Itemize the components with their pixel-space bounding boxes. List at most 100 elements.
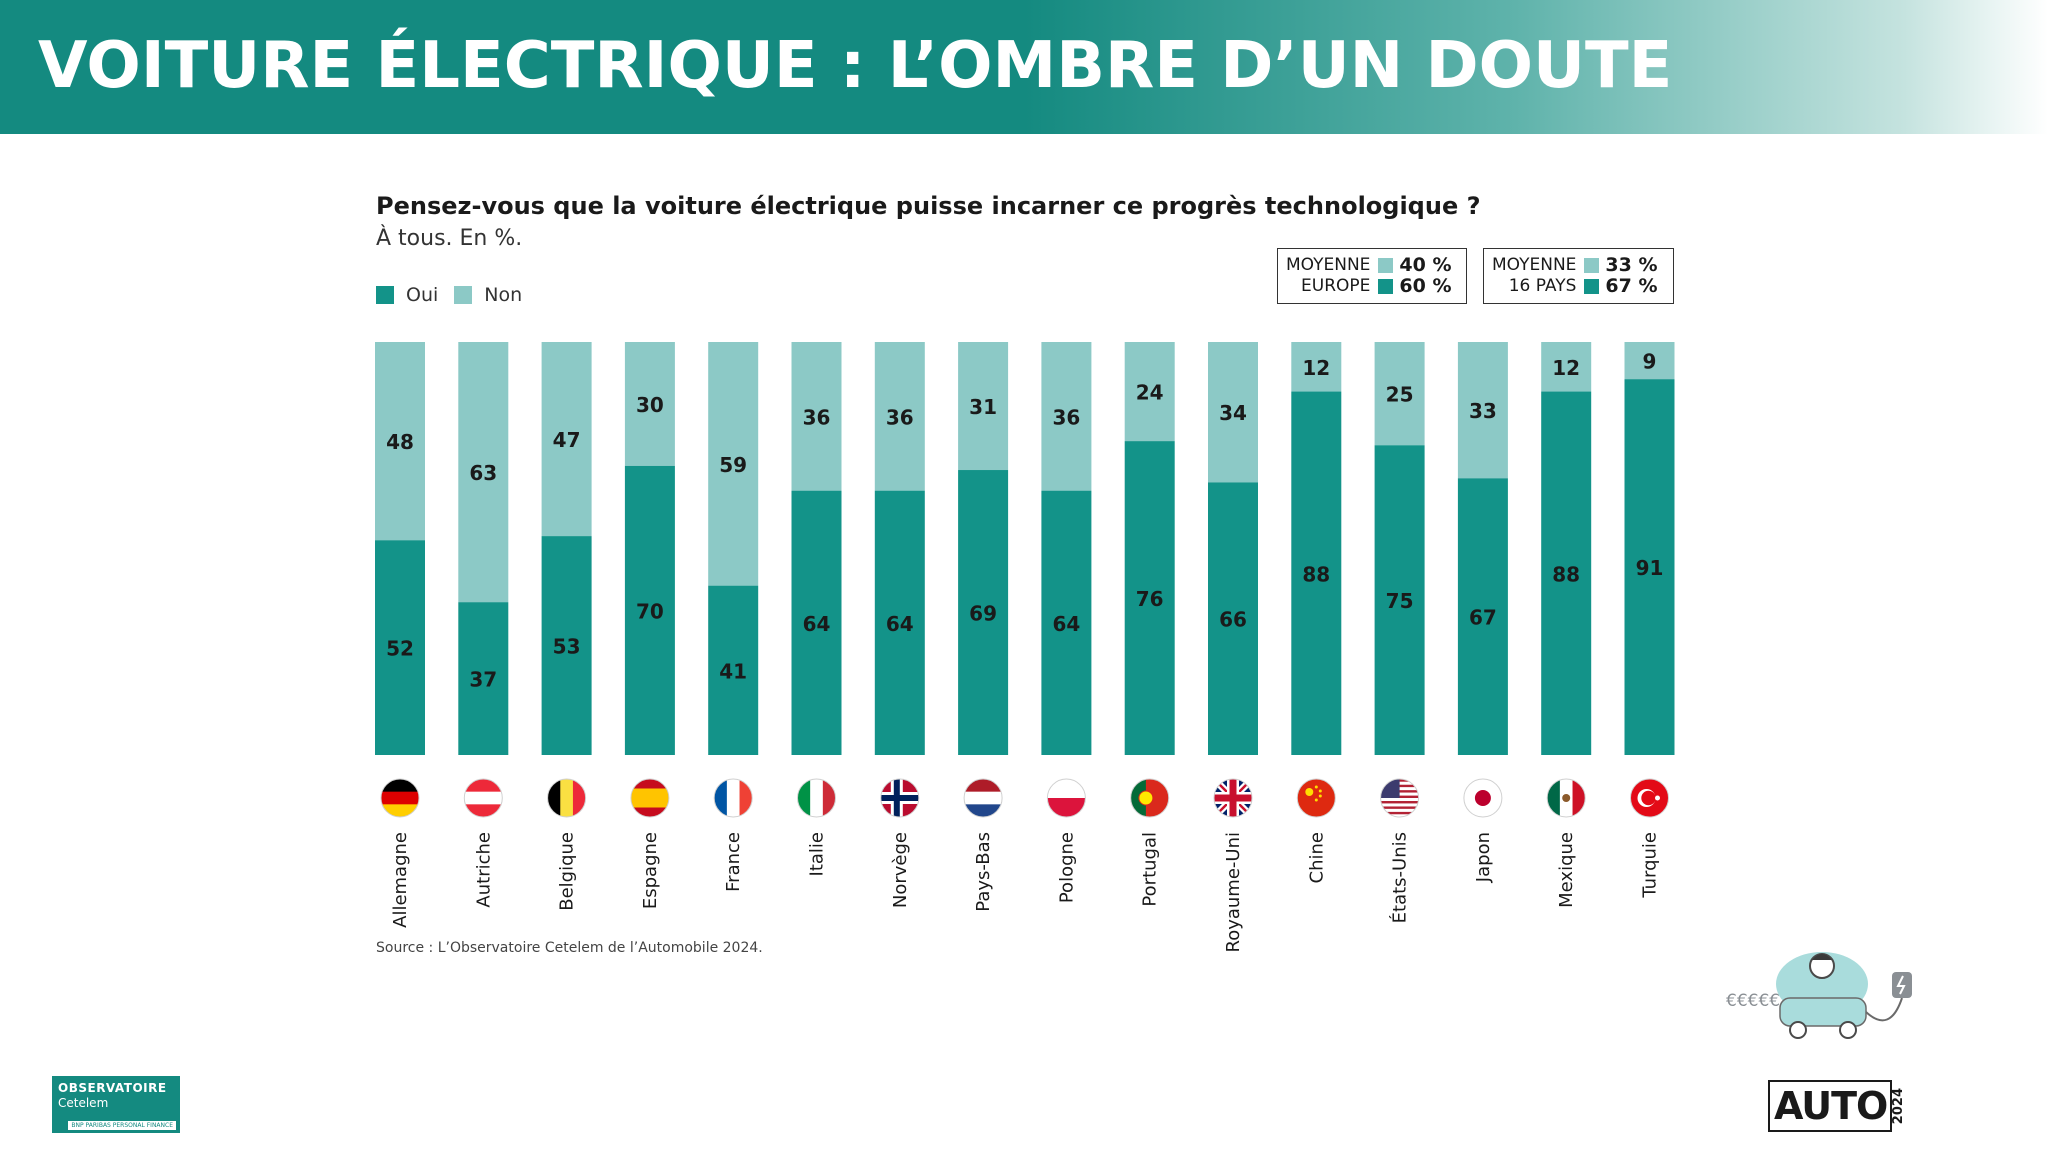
data-label-oui-13: 75 [1386, 589, 1414, 613]
data-label-non-4: 30 [636, 393, 664, 417]
belgium-flag [547, 778, 587, 818]
bar-non-1 [375, 342, 425, 541]
bar-non-2 [458, 342, 509, 603]
bar-non-4 [624, 342, 675, 466]
bar-non-13 [1374, 342, 1425, 446]
bar-non-6 [791, 342, 842, 491]
bar-oui-5 [708, 585, 759, 755]
legend-label-non: Non [484, 284, 523, 306]
auto-2024-logo: AUTO 2024 [1768, 1080, 1906, 1132]
portugal-flag [1130, 778, 1170, 818]
bar-non-12 [1291, 342, 1342, 392]
electric-car-illustration-icon: €€€€€ [1726, 952, 1912, 1039]
bar-non-14 [1457, 342, 1508, 479]
data-label-oui-1: 52 [386, 637, 414, 661]
bar-non-10 [1124, 342, 1175, 442]
category-label-4: Espagne [640, 832, 661, 909]
data-label-non-12: 12 [1302, 356, 1330, 380]
category-label-15: Mexique [1556, 832, 1577, 908]
data-label-non-13: 25 [1386, 383, 1414, 407]
chart-subtitle: À tous. En %. [376, 226, 523, 251]
category-label-6: Italie [807, 832, 828, 876]
category-label-14: Japon [1473, 832, 1494, 883]
data-label-oui-14: 67 [1469, 606, 1497, 630]
data-label-non-15: 12 [1552, 356, 1580, 380]
data-label-non-7: 36 [886, 405, 914, 429]
bar-oui-13 [1374, 445, 1425, 755]
uk-flag [1213, 778, 1253, 818]
average-16-oui: 67 % [1605, 275, 1658, 297]
data-label-oui-3: 53 [553, 635, 581, 659]
data-label-non-6: 36 [803, 405, 831, 429]
average-europe-oui: 60 % [1399, 275, 1452, 297]
auto-logo-text: AUTO [1774, 1084, 1888, 1128]
bar-oui-14 [1457, 478, 1508, 755]
france-flag [713, 778, 753, 818]
legend-label-oui: Oui [406, 284, 439, 306]
data-label-oui-8: 69 [969, 602, 997, 626]
average-europe-non-swatch [1378, 258, 1394, 273]
bar-oui-8 [958, 470, 1009, 755]
bar-oui-2 [458, 602, 509, 755]
category-label-9: Pologne [1056, 832, 1077, 903]
japan-flag [1463, 778, 1503, 818]
average-europe-box: MOYENNE EUROPE 40 % 60 % [1277, 248, 1467, 304]
category-label-12: Chine [1306, 832, 1327, 883]
average-europe-label1: MOYENNE [1286, 255, 1371, 275]
average-16-countries-box: MOYENNE 16 PAYS 33 % 67 % [1483, 248, 1674, 304]
bar-oui-4 [624, 465, 675, 755]
chart-title: Pensez-vous que la voiture électrique pu… [376, 192, 1481, 220]
bar-non-16 [1624, 342, 1675, 380]
data-label-oui-9: 64 [1052, 612, 1080, 636]
average-europe-non: 40 % [1399, 254, 1452, 276]
category-label-10: Portugal [1140, 832, 1161, 907]
data-label-non-1: 48 [386, 430, 414, 454]
netherlands-flag [963, 778, 1003, 818]
page-title: VOITURE ÉLECTRIQUE : L’OMBRE D’UN DOUTE [38, 29, 1673, 103]
source-note: Source : L’Observatoire Cetelem de l’Aut… [376, 940, 763, 956]
header-banner: VOITURE ÉLECTRIQUE : L’OMBRE D’UN DOUTE [0, 0, 2048, 134]
bar-non-5 [708, 342, 759, 586]
category-label-5: France [723, 832, 744, 892]
category-label-16: Turquie [1640, 832, 1661, 899]
average-16-non-swatch [1584, 258, 1600, 273]
euro-signs-text: €€€€€ [1726, 991, 1780, 1011]
bar-oui-9 [1041, 490, 1092, 755]
data-label-oui-12: 88 [1302, 562, 1330, 586]
data-label-oui-6: 64 [803, 612, 831, 636]
data-label-oui-2: 37 [469, 668, 497, 692]
category-label-11: Royaume-Uni [1223, 832, 1244, 953]
data-label-oui-11: 66 [1219, 608, 1247, 632]
turkey-flag [1630, 778, 1669, 818]
legend-swatch-oui [376, 286, 394, 304]
data-label-non-9: 36 [1052, 405, 1080, 429]
data-label-non-11: 34 [1219, 401, 1247, 425]
germany-flag [380, 778, 420, 818]
legend-swatch-non [454, 286, 473, 304]
data-label-oui-7: 64 [886, 612, 914, 636]
spain-flag [630, 778, 670, 818]
average-europe-oui-swatch [1378, 279, 1394, 294]
bar-oui-7 [874, 490, 925, 755]
average-16-oui-swatch [1584, 279, 1600, 294]
bar-non-9 [1041, 342, 1092, 491]
bar-oui-1 [375, 540, 425, 755]
data-label-non-8: 31 [969, 395, 997, 419]
bar-non-7 [874, 342, 925, 491]
bar-oui-12 [1291, 391, 1342, 755]
average-16-non: 33 % [1605, 254, 1658, 276]
bar-non-3 [541, 342, 592, 537]
bar-oui-3 [541, 536, 592, 755]
bar-oui-11 [1208, 482, 1258, 755]
observatoire-logo-line1: OBSERVATOIRE [58, 1081, 167, 1095]
auto-logo-year: 2024 [1891, 1087, 1907, 1125]
data-label-non-2: 63 [469, 461, 497, 485]
observatoire-logo-line2: Cetelem [58, 1096, 109, 1110]
mexico-flag [1546, 778, 1586, 818]
data-label-non-10: 24 [1136, 381, 1164, 405]
bar-oui-15 [1541, 391, 1592, 755]
average-europe-label2: EUROPE [1301, 276, 1371, 296]
usa-flag [1380, 778, 1420, 818]
bar-non-8 [958, 342, 1009, 471]
